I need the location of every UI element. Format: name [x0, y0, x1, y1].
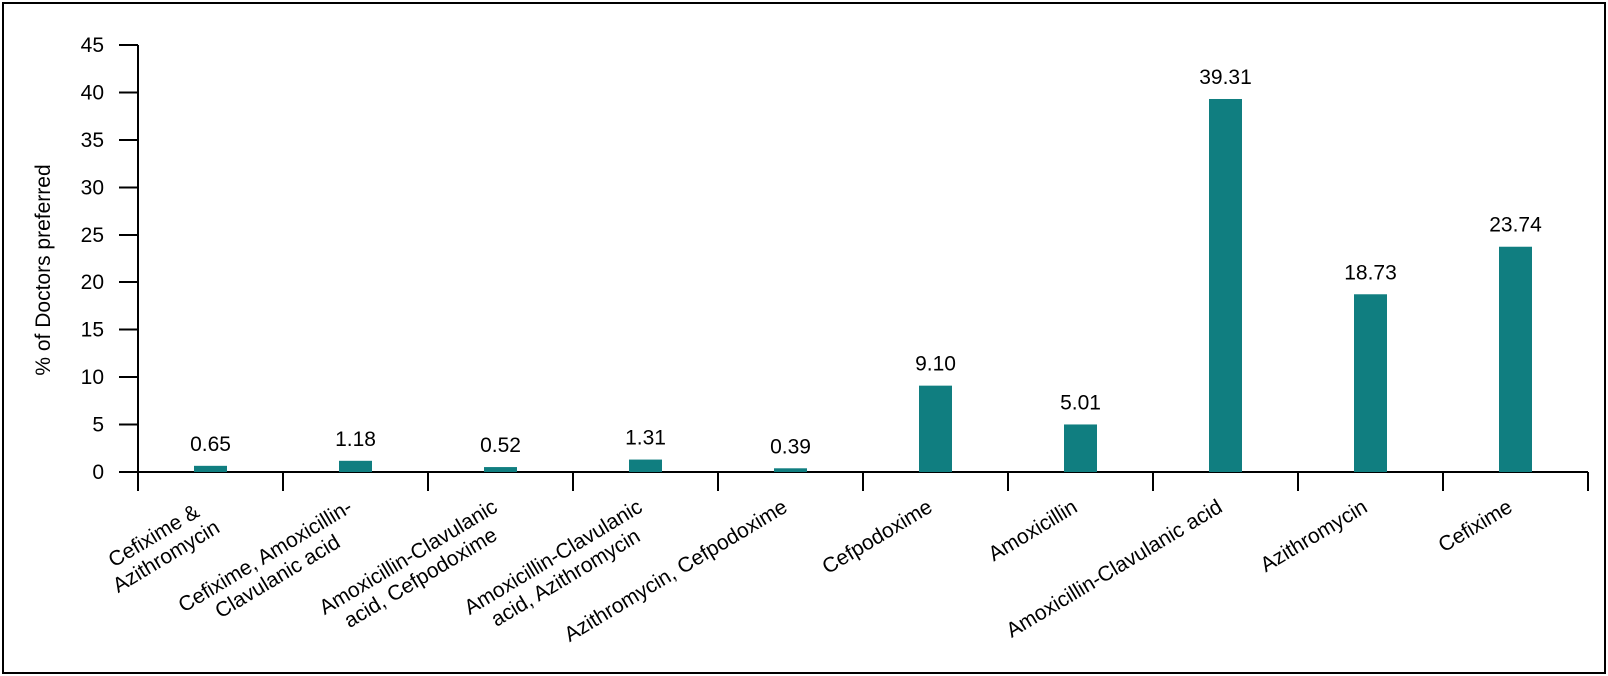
category-label: Amoxicillin [984, 495, 1081, 566]
svg-text:Cefpodoxime: Cefpodoxime [818, 495, 936, 578]
bar [339, 460, 372, 472]
y-tick-label: 35 [81, 129, 104, 152]
category-label: Azithromycin [1256, 495, 1371, 577]
y-tick-label: 45 [81, 34, 104, 57]
bar-value-label: 0.52 [480, 434, 521, 457]
bar-value-label: 23.74 [1489, 214, 1542, 237]
bar-value-label: 1.31 [625, 427, 666, 450]
y-tick-label: 5 [92, 414, 104, 437]
y-tick-label: 20 [81, 271, 104, 294]
svg-text:Cefixime: Cefixime [1434, 495, 1516, 557]
bar [1354, 294, 1387, 472]
bar [1064, 424, 1097, 472]
bar [919, 385, 952, 472]
bar [484, 467, 517, 472]
svg-text:Cefixime, Amoxicillin-Clavulan: Cefixime, Amoxicillin-Clavulanic acid [174, 495, 368, 637]
bar [1499, 246, 1532, 472]
bar-value-label: 39.31 [1199, 66, 1252, 89]
bar-value-label: 1.18 [335, 428, 376, 451]
category-label: Cefixime, Amoxicillin-Clavulanic acid [174, 495, 368, 637]
svg-text:Azithromycin: Azithromycin [1256, 495, 1371, 577]
bar-value-label: 18.73 [1344, 261, 1397, 284]
category-label: Cefpodoxime [818, 495, 936, 578]
svg-text:Amoxicillin: Amoxicillin [984, 495, 1081, 566]
bar [774, 468, 807, 472]
bar-value-label: 0.65 [190, 433, 231, 456]
bar [194, 465, 227, 472]
y-tick-label: 10 [81, 366, 104, 389]
bar-value-label: 5.01 [1060, 391, 1101, 414]
bar-value-label: 0.39 [770, 435, 811, 458]
y-axis-title: % of Doctors preferred [32, 164, 55, 375]
y-tick-label: 30 [81, 176, 104, 199]
bar [629, 459, 662, 472]
bar [1209, 98, 1242, 473]
y-tick-label: 15 [81, 319, 104, 342]
y-tick-label: 0 [92, 461, 104, 484]
y-tick-label: 25 [81, 224, 104, 247]
bar-value-label: 9.10 [915, 353, 956, 376]
y-tick-label: 40 [81, 81, 104, 104]
category-label: Cefixime [1434, 495, 1516, 557]
